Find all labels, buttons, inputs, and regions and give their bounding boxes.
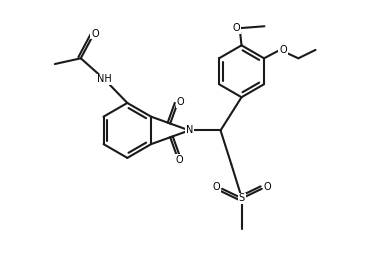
Text: O: O xyxy=(233,23,240,33)
Text: N: N xyxy=(185,125,193,135)
Text: O: O xyxy=(175,155,183,165)
Text: O: O xyxy=(91,29,99,39)
Text: S: S xyxy=(239,193,245,203)
Text: NH: NH xyxy=(97,74,112,84)
Text: O: O xyxy=(176,97,184,107)
Text: O: O xyxy=(279,45,287,55)
Text: O: O xyxy=(213,182,221,192)
Text: O: O xyxy=(263,182,271,192)
